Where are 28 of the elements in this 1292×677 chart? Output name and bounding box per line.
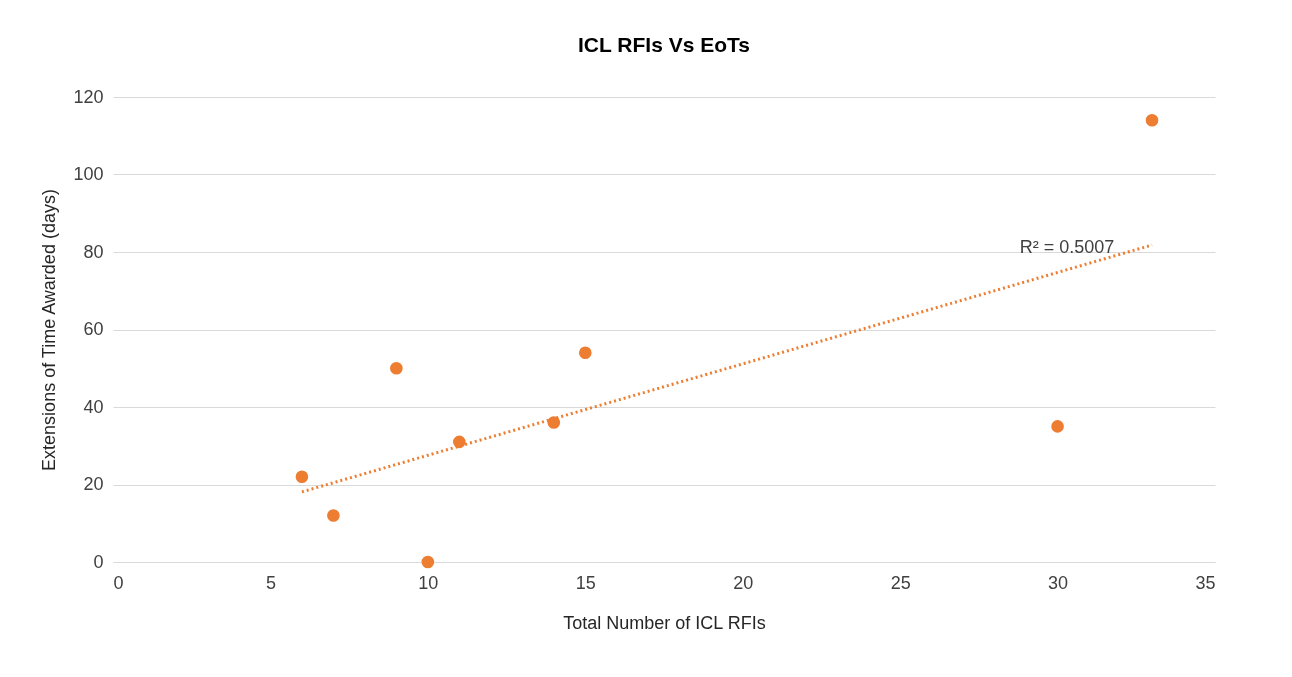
point [453,435,466,449]
x-tick-label: 15 [575,572,596,593]
point [578,346,592,360]
y-tick-label: 0 [93,551,104,572]
y-tick-label: 120 [73,86,104,107]
point [421,555,435,569]
x-tick-label: 0 [113,572,124,593]
annotation: R² = 0.5007 [1019,237,1115,257]
y-tick-label: 100 [73,164,104,184]
point [327,509,340,522]
x-tick-label: 20 [733,572,754,593]
x-tick-label: 25 [890,572,911,593]
y-tick-label: 80 [83,241,104,262]
y-tick-label: 40 [83,396,104,417]
y-tick-label: 20 [83,474,104,494]
x-axis-title: Total Number of ICL RFIs [563,612,766,633]
x-tick-label: 30 [1048,572,1069,593]
chart-title: ICL RFIs Vs EoTs [578,33,750,56]
x-tick-label: 35 [1195,572,1216,593]
point [390,361,403,375]
point [1051,420,1064,433]
x-tick-label: 5 [265,572,276,593]
x-tick-label: 10 [418,572,439,593]
point [1145,113,1159,127]
point [295,470,309,484]
point [547,416,561,429]
y-axis-title: Extensions of Time Awarded (days) [39,189,60,471]
y-tick-label: 60 [83,319,104,339]
